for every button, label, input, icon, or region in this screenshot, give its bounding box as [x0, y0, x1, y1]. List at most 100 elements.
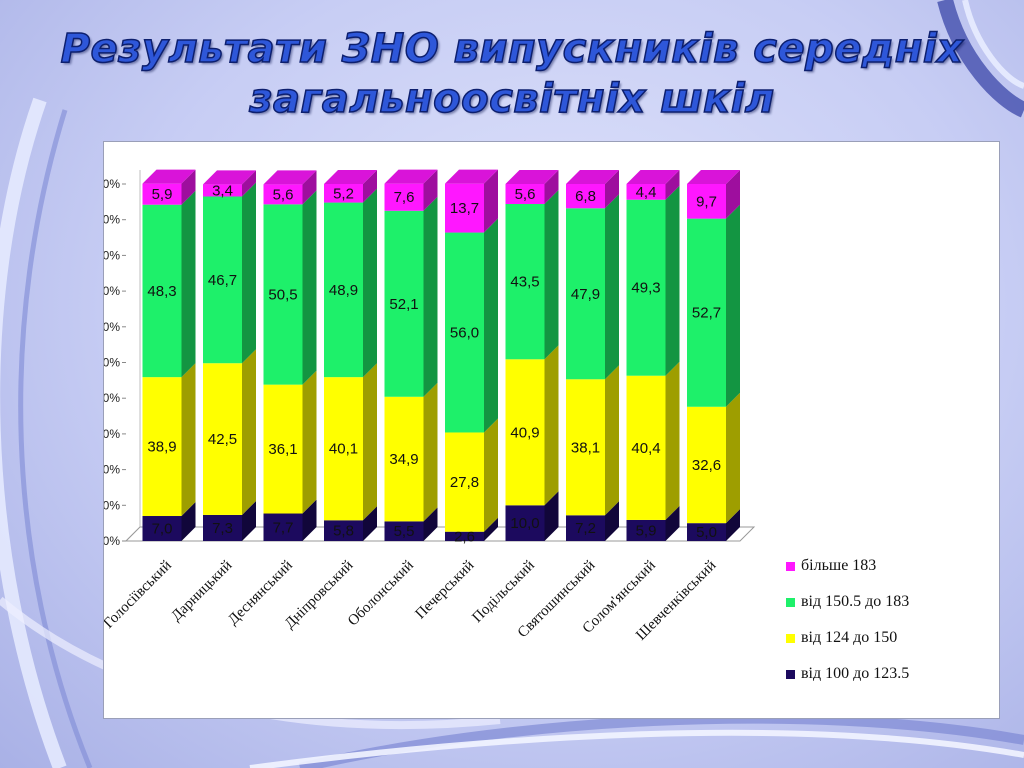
- bar-side-face: [484, 169, 498, 233]
- data-label: 9,7: [696, 193, 717, 210]
- bar-segment: [505, 345, 559, 506]
- bar-front-face: [142, 377, 182, 517]
- data-label: 43,5: [510, 274, 539, 291]
- bar-segment: [626, 505, 680, 541]
- bar-segment: [142, 169, 196, 205]
- bar-segment: [203, 170, 256, 197]
- data-label: 2,6: [454, 528, 475, 545]
- y-tick-label: 100%: [104, 177, 120, 191]
- bar-side-face: [302, 370, 317, 514]
- bar-front-face: [384, 521, 424, 541]
- bar-front-face: [142, 183, 182, 205]
- bar-front-face: [566, 208, 605, 380]
- bar-front-face: [203, 184, 242, 197]
- bar-side-face: [726, 204, 740, 407]
- bar-front-face: [566, 515, 605, 541]
- data-label: 5,2: [333, 185, 354, 202]
- data-label: 27,8: [450, 474, 479, 491]
- bar-side-face: [544, 170, 559, 204]
- bar-segment: [626, 185, 680, 376]
- bar-front-face: [263, 184, 303, 205]
- bar-top-face: [626, 170, 680, 184]
- bar-side-face: [726, 170, 740, 219]
- bar-front-face: [384, 210, 424, 397]
- bar-front-face: [626, 375, 666, 520]
- bar-segment: [687, 170, 740, 219]
- bar-segment: [324, 506, 377, 541]
- chart-frame: 0% 10% 20% 30% 40% 50% 60% 70% 80% 90% 100% 7,0 38,9…: [103, 141, 1000, 719]
- bar-side-face: [484, 218, 498, 433]
- data-label: 5,9: [636, 522, 657, 539]
- data-label: 42,5: [208, 431, 237, 448]
- bar-side-face: [726, 509, 740, 541]
- data-label: 52,7: [692, 305, 721, 322]
- bar-segment: [203, 182, 256, 364]
- y-tick-label: 90%: [104, 213, 120, 227]
- bar-side-face: [423, 196, 438, 397]
- legend-label: від 150.5 до 183: [801, 593, 910, 610]
- bar-front-face: [505, 505, 545, 541]
- y-tick-label: 50%: [104, 356, 120, 370]
- bar-front-face: [445, 232, 484, 433]
- bar-front-face: [263, 513, 303, 541]
- stacked-bar-chart: 0% 10% 20% 30% 40% 50% 60% 70% 80% 90% 100% 7,0 38,9…: [104, 169, 756, 644]
- y-tick-label: 70%: [104, 284, 120, 298]
- bar-side-face: [605, 170, 619, 209]
- data-label: 40,1: [329, 441, 358, 458]
- data-label: 38,9: [147, 439, 176, 456]
- bar-side-face: [665, 505, 680, 541]
- bar-side-face: [544, 491, 559, 541]
- bar-segment: [687, 509, 740, 541]
- y-tick-label: 60%: [104, 320, 120, 334]
- bar-segment: [626, 361, 680, 520]
- data-label: 34,9: [389, 451, 418, 468]
- data-label: 48,3: [147, 283, 176, 300]
- bar-front-face: [384, 183, 424, 211]
- bar-segment: [324, 170, 377, 203]
- bar-top-face: [384, 169, 438, 184]
- bar-segment: [203, 349, 256, 515]
- bar-top-face: [505, 170, 559, 184]
- bar-top-face: [263, 170, 317, 185]
- bar-segment: [324, 188, 377, 378]
- y-tick-label: 0%: [104, 534, 120, 548]
- bar-top-face: [324, 170, 377, 184]
- bar-front-face: [203, 363, 242, 515]
- data-label: 5,6: [273, 186, 294, 203]
- bar-front-face: [566, 379, 605, 516]
- legend-swatch: [786, 669, 795, 679]
- data-label: 32,6: [692, 457, 721, 474]
- y-tick-label: 30%: [104, 427, 120, 441]
- bar-segment: [687, 204, 740, 407]
- slide-title-line-2: загальноосвітніх шкіл: [249, 75, 775, 123]
- bar-front-face: [505, 359, 545, 506]
- bar-front-face: [505, 203, 545, 360]
- bar-side-face: [302, 170, 317, 205]
- bar-segment: [445, 517, 498, 541]
- bar-front-face: [445, 432, 484, 532]
- bar-segment: [445, 218, 498, 433]
- bar-side-face: [363, 170, 377, 203]
- bar-front-face: [203, 196, 242, 364]
- bar-top-face: [445, 169, 498, 184]
- slide-title-line-1: Результати ЗНО випускників середніх: [60, 25, 964, 73]
- slide-title: Результати ЗНО випускників середніх зага…: [0, 24, 1024, 124]
- data-label: 5,0: [696, 524, 717, 541]
- bar-side-face: [302, 190, 317, 385]
- bar-side-face: [363, 188, 377, 378]
- bar-front-face: [566, 184, 605, 209]
- bar-side-face: [363, 363, 377, 521]
- bar-side-face: [423, 169, 438, 211]
- bar-front-face: [626, 199, 666, 376]
- bar-front-face: [142, 516, 182, 541]
- bar-segment: [263, 370, 317, 514]
- bar-side-face: [363, 506, 377, 541]
- bar-side-face: [181, 363, 196, 517]
- bar-side-face: [484, 418, 498, 532]
- bar-side-face: [665, 185, 680, 376]
- bar-side-face: [665, 170, 680, 200]
- category-label: Голосіївський: [104, 558, 175, 632]
- bar-segment: [687, 392, 740, 524]
- data-label: 52,1: [389, 296, 418, 313]
- data-label: 7,7: [273, 519, 294, 536]
